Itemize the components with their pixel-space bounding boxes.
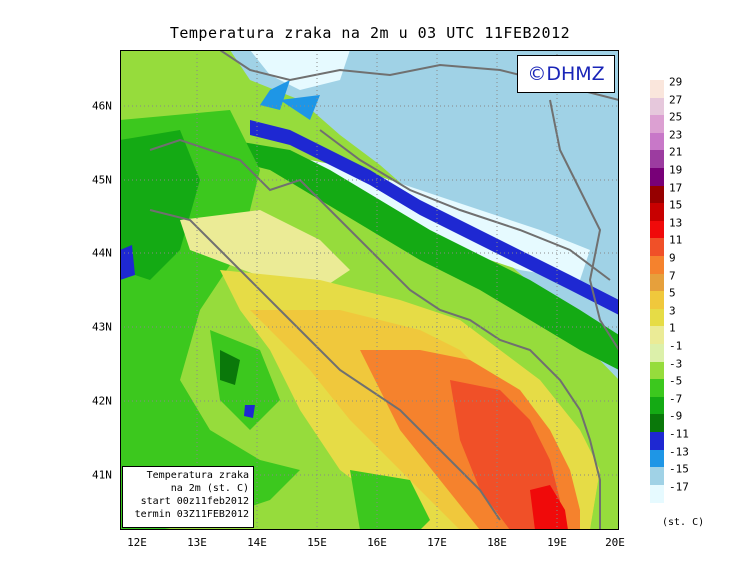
legend-swatch [650, 396, 664, 415]
legend-units: (st. C) [662, 517, 705, 528]
legend-swatch [650, 379, 664, 398]
lon-label-19e: 19E [547, 536, 567, 549]
info-line-2: na 2m (st. C) [170, 483, 249, 494]
legend-swatch [650, 291, 664, 310]
lon-label-14e: 14E [247, 536, 267, 549]
lat-label-42n: 42N [92, 394, 112, 408]
legend-swatch [650, 344, 664, 363]
legend-swatch [650, 185, 664, 204]
legend-swatch [650, 150, 664, 169]
lat-label-45n: 45N [92, 173, 112, 187]
lat-label-46n: 46N [92, 99, 112, 113]
legend-label: 27 [669, 93, 683, 107]
region-south-green [350, 470, 430, 530]
region-east-green [580, 380, 619, 530]
lon-label-20e: 20E [605, 536, 625, 549]
legend-label: -3 [669, 357, 683, 371]
lat-label-41n: 41N [92, 468, 112, 482]
legend-label: 5 [669, 286, 676, 300]
legend-swatch [650, 308, 664, 327]
map-border [120, 50, 619, 530]
border-east [549, 99, 619, 351]
legend-swatch [650, 80, 664, 99]
lon-label-12e: 12E [127, 536, 147, 549]
map-title: Temperatura zraka na 2m u 03 UTC 11FEB20… [169, 24, 571, 42]
legend-swatch [650, 273, 664, 292]
legend-label: 7 [669, 269, 676, 283]
legend-label: 17 [669, 181, 683, 195]
legend-swatch [650, 449, 664, 468]
lon-label-16e: 16E [367, 536, 387, 549]
lon-label-17e: 17E [427, 536, 447, 549]
region-cold-blue-2 [280, 95, 320, 120]
legend-swatch [650, 326, 664, 345]
legend-label: -11 [669, 427, 689, 441]
region-west-dark [120, 130, 200, 280]
region-very-cold-north [250, 50, 350, 90]
legend-swatch [650, 132, 664, 151]
dhmz-logo: ©DHMZ [517, 55, 615, 93]
legend-label: -17 [669, 480, 689, 494]
region-west-blue [120, 245, 135, 280]
legend-swatch [650, 361, 664, 380]
legend-swatch [650, 256, 664, 275]
legend-swatch [650, 203, 664, 222]
legend-label: -9 [669, 409, 683, 423]
region-cold-blue [260, 80, 290, 110]
legend-label: 21 [669, 145, 683, 159]
region-italy-dark [220, 350, 240, 385]
legend-label: 13 [669, 216, 683, 230]
coastal-green-band [230, 140, 619, 370]
legend-label: -7 [669, 392, 683, 406]
legend-swatch [650, 467, 664, 486]
info-line-4: termin 03Z11FEB2012 [134, 509, 249, 520]
legend-swatch [650, 115, 664, 134]
legend-swatch [650, 238, 664, 257]
map-svg [120, 50, 619, 530]
lat-label-44n: 44N [92, 246, 112, 260]
legend-label: 23 [669, 128, 683, 142]
temperature-map [120, 50, 619, 530]
legend-label: 19 [669, 163, 683, 177]
legend-label: 15 [669, 198, 683, 212]
legend-label: 1 [669, 321, 676, 335]
legend-label: -5 [669, 374, 683, 388]
lon-label-13e: 13E [187, 536, 207, 549]
border-interior [319, 129, 611, 281]
legend-label: -13 [669, 445, 689, 459]
legend-swatch [650, 484, 664, 503]
info-line-1: Temperatura zraka [146, 470, 249, 481]
coastal-cold-band [250, 120, 619, 315]
legend-swatch [650, 432, 664, 451]
legend-swatch [650, 414, 664, 433]
region-pale [180, 210, 350, 290]
region-italy-blue [244, 405, 255, 418]
coastline-adriatic [149, 138, 601, 530]
legend-label: 25 [669, 110, 683, 124]
legend-label: 29 [669, 75, 683, 89]
legend-swatch [650, 97, 664, 116]
region-red [530, 485, 568, 530]
legend-label: 11 [669, 233, 683, 247]
legend-label: 9 [669, 251, 676, 265]
legend-label: -1 [669, 339, 683, 353]
region-cold-interior [230, 50, 619, 380]
info-box: Temperatura zraka na 2m (st. C) start 00… [122, 466, 254, 528]
lat-label-43n: 43N [92, 320, 112, 334]
lon-label-18e: 18E [487, 536, 507, 549]
legend-swatch [650, 168, 664, 187]
info-line-3: start 00z11feb2012 [140, 496, 249, 507]
legend-label: 3 [669, 304, 676, 318]
gridlines [120, 50, 619, 530]
legend-label: -15 [669, 462, 689, 476]
coastline-italy [149, 209, 501, 521]
legend-swatch [650, 220, 664, 239]
lon-label-15e: 15E [307, 536, 327, 549]
